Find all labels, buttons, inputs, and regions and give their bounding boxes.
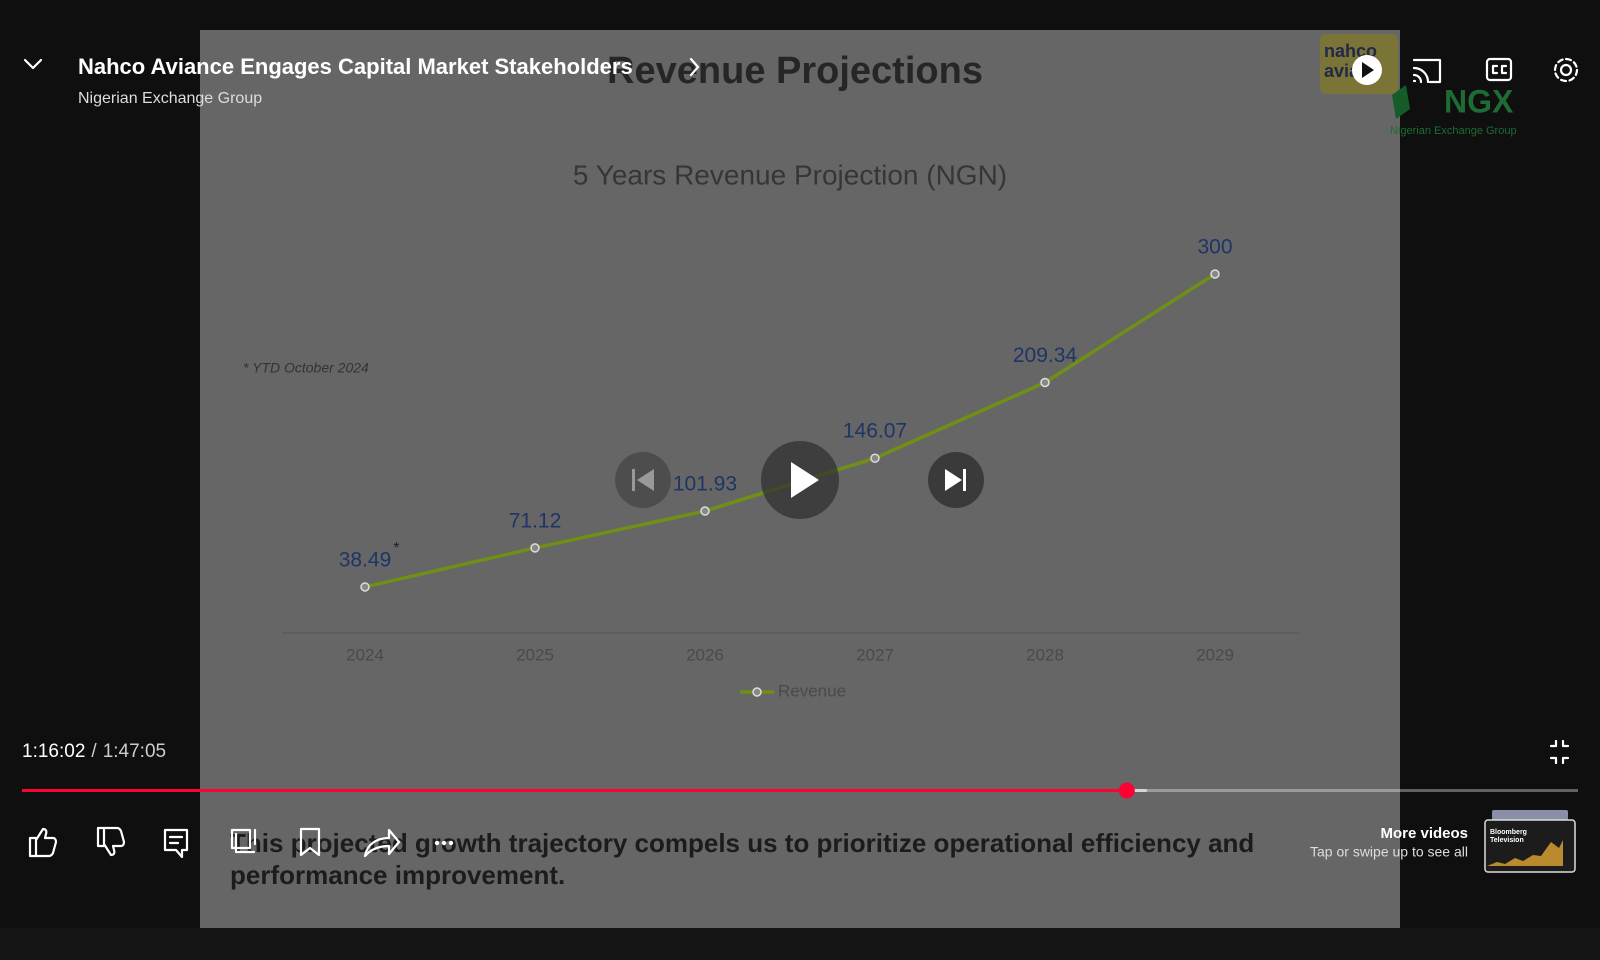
- data-point: [1210, 269, 1220, 279]
- minimize-button[interactable]: [23, 58, 43, 70]
- slide-title: Revenue Projections: [607, 50, 983, 92]
- comments-button[interactable]: [163, 828, 189, 859]
- x-tick-label: 2027: [856, 645, 894, 664]
- slide-caption: performance improvement.: [230, 860, 565, 890]
- current-time: 1:16:02: [22, 741, 85, 762]
- data-label: 101.93: [673, 473, 737, 496]
- previous-button[interactable]: [615, 452, 671, 508]
- stack-card: [1492, 810, 1568, 820]
- data-label: 38.49: [339, 548, 392, 571]
- ngx-mark: [1392, 85, 1410, 119]
- like-button[interactable]: [28, 827, 58, 858]
- x-tick-label: 2025: [516, 645, 554, 664]
- time-separator: /: [91, 741, 97, 762]
- thumbnail-text: Bloomberg: [1490, 829, 1527, 836]
- legend-marker: [752, 687, 762, 697]
- next-button[interactable]: [928, 452, 984, 508]
- data-label: 71.12: [509, 509, 562, 532]
- logo-text: avia: [1324, 61, 1360, 81]
- x-tick-label: 2028: [1026, 645, 1064, 664]
- share-button[interactable]: [363, 828, 401, 858]
- cc-frame: [1485, 57, 1513, 82]
- more-videos-subtitle: Tap or swipe up to see all: [1310, 844, 1468, 860]
- video-title[interactable]: Nahco Aviance Engages Capital Market Sta…: [78, 54, 633, 79]
- slide-caption: This projected growth trajectory compels…: [230, 828, 1254, 858]
- duration: 1:47:05: [103, 741, 166, 762]
- data-point: [870, 453, 880, 463]
- save-button[interactable]: [299, 827, 321, 857]
- autoplay-icon: [1362, 62, 1374, 78]
- gear-center: [1559, 63, 1573, 77]
- chart-note: * YTD October 2024: [243, 360, 369, 376]
- chart-title: 5 Years Revenue Projection (NGN): [573, 159, 1007, 190]
- captions-button[interactable]: [1485, 57, 1513, 82]
- progress-played: [22, 789, 1127, 792]
- play-button[interactable]: [761, 441, 839, 519]
- dot: [448, 840, 454, 846]
- ngx-name: Nigerian Exchange Group: [1390, 125, 1517, 137]
- gear-teeth: [1553, 57, 1579, 83]
- more-button[interactable]: [434, 840, 454, 846]
- autoplay-toggle[interactable]: [1352, 55, 1382, 85]
- prev-bar: [632, 469, 635, 491]
- x-tick-label: 2029: [1196, 645, 1234, 664]
- save-to-playlist-button[interactable]: [230, 828, 257, 854]
- next-bar: [963, 469, 966, 491]
- dislike-button[interactable]: [96, 826, 126, 857]
- cast-button[interactable]: [1412, 58, 1442, 84]
- more-videos-title[interactable]: More videos: [1380, 825, 1468, 842]
- next-arrow: [945, 469, 962, 491]
- x-tick-label: 2026: [686, 645, 724, 664]
- exit-fullscreen[interactable]: [1549, 739, 1570, 765]
- thumbnail-text: Television: [1490, 837, 1524, 844]
- prev-arrow: [637, 469, 654, 491]
- x-tick-label: 2024: [346, 645, 384, 664]
- data-point: [1040, 377, 1050, 388]
- channel-name[interactable]: Nigerian Exchange Group: [78, 90, 262, 107]
- dot: [441, 840, 447, 846]
- scrubber[interactable]: [1118, 782, 1135, 799]
- data-point: [700, 506, 710, 516]
- thumbnail-graph: [1487, 840, 1563, 866]
- data-point: [360, 582, 370, 592]
- data-label: 146.07: [843, 420, 907, 443]
- legend-label: Revenue: [778, 681, 846, 700]
- ngx-logo: NGX: [1444, 83, 1514, 119]
- data-label: 209.34: [1013, 344, 1078, 367]
- footnote-marker: *: [393, 540, 399, 557]
- play-icon: [791, 462, 819, 498]
- dot: [434, 840, 440, 846]
- settings-button[interactable]: [1553, 57, 1579, 83]
- cc-letters: [1491, 64, 1508, 75]
- more-videos-thumbnail[interactable]: Bloomberg Television: [1484, 810, 1576, 873]
- data-label: 300: [1197, 236, 1232, 259]
- title-chevron[interactable]: [689, 57, 700, 77]
- bottom-strip: [0, 928, 1600, 960]
- data-point: [530, 543, 540, 553]
